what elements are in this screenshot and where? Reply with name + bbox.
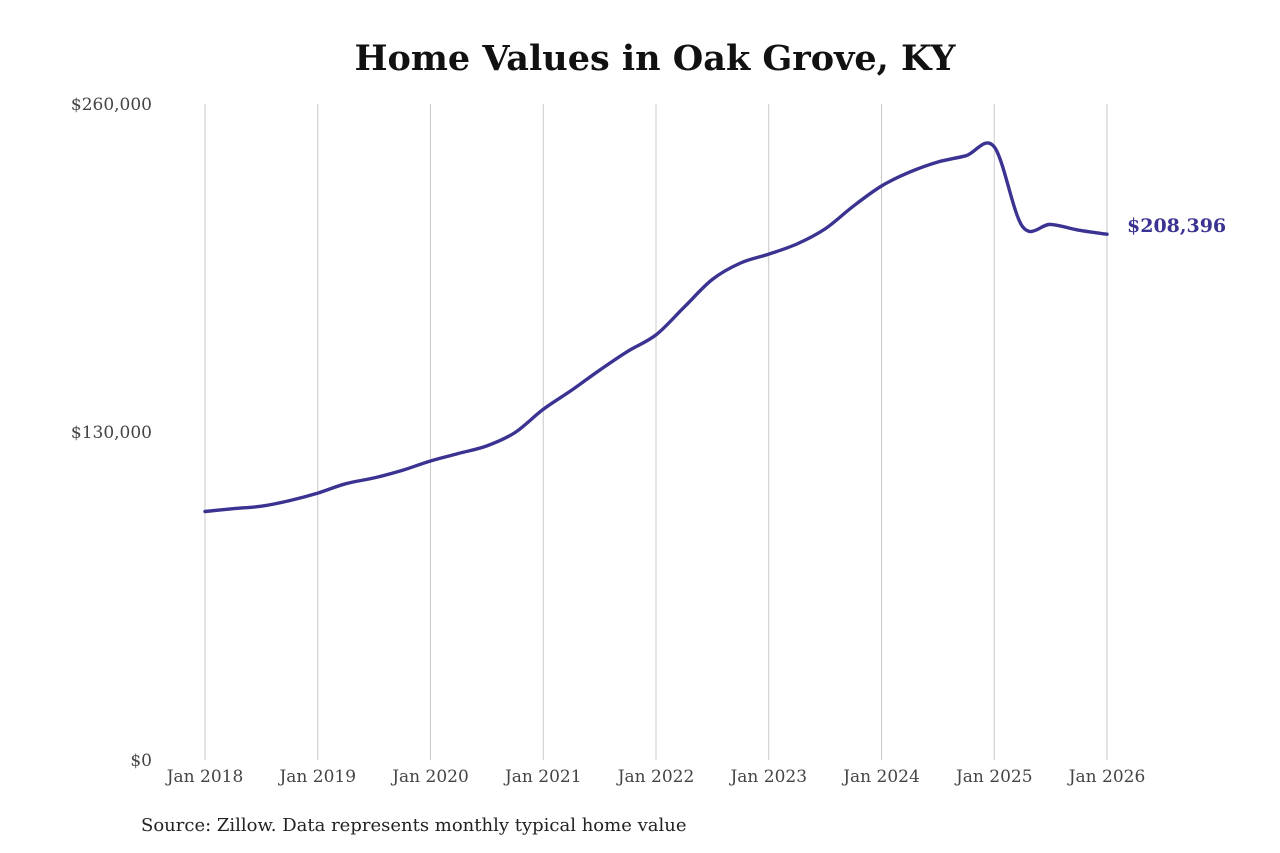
end-value-label: $208,396: [1127, 215, 1226, 237]
source-note: Source: Zillow. Data represents monthly …: [141, 815, 687, 836]
y-tick-label: $0: [130, 751, 152, 771]
x-tick-label: Jan 2019: [277, 767, 356, 787]
x-tick-label: Jan 2021: [503, 767, 582, 787]
series-line-home-value: [203, 141, 1109, 514]
y-tick-label: $130,000: [71, 423, 152, 443]
x-tick-label: Jan 2024: [841, 767, 920, 787]
x-tick-label: Jan 2018: [165, 767, 244, 787]
chart-title: Home Values in Oak Grove, KY: [354, 38, 956, 79]
x-axis-ticks: Jan 2018 Jan 2019 Jan 2020 Jan 2021 Jan 2022…: [165, 767, 1146, 787]
x-tick-label: Jan 2023: [728, 767, 807, 787]
y-axis-ticks: $0 $130,000 $260,000: [71, 95, 152, 771]
x-tick-label: Jan 2020: [390, 767, 469, 787]
x-tick-label: Jan 2022: [616, 767, 695, 787]
x-tick-label: Jan 2026: [1067, 767, 1146, 787]
y-tick-label: $260,000: [71, 95, 152, 115]
grid-lines: [204, 104, 1108, 760]
x-tick-label: Jan 2025: [954, 767, 1033, 787]
